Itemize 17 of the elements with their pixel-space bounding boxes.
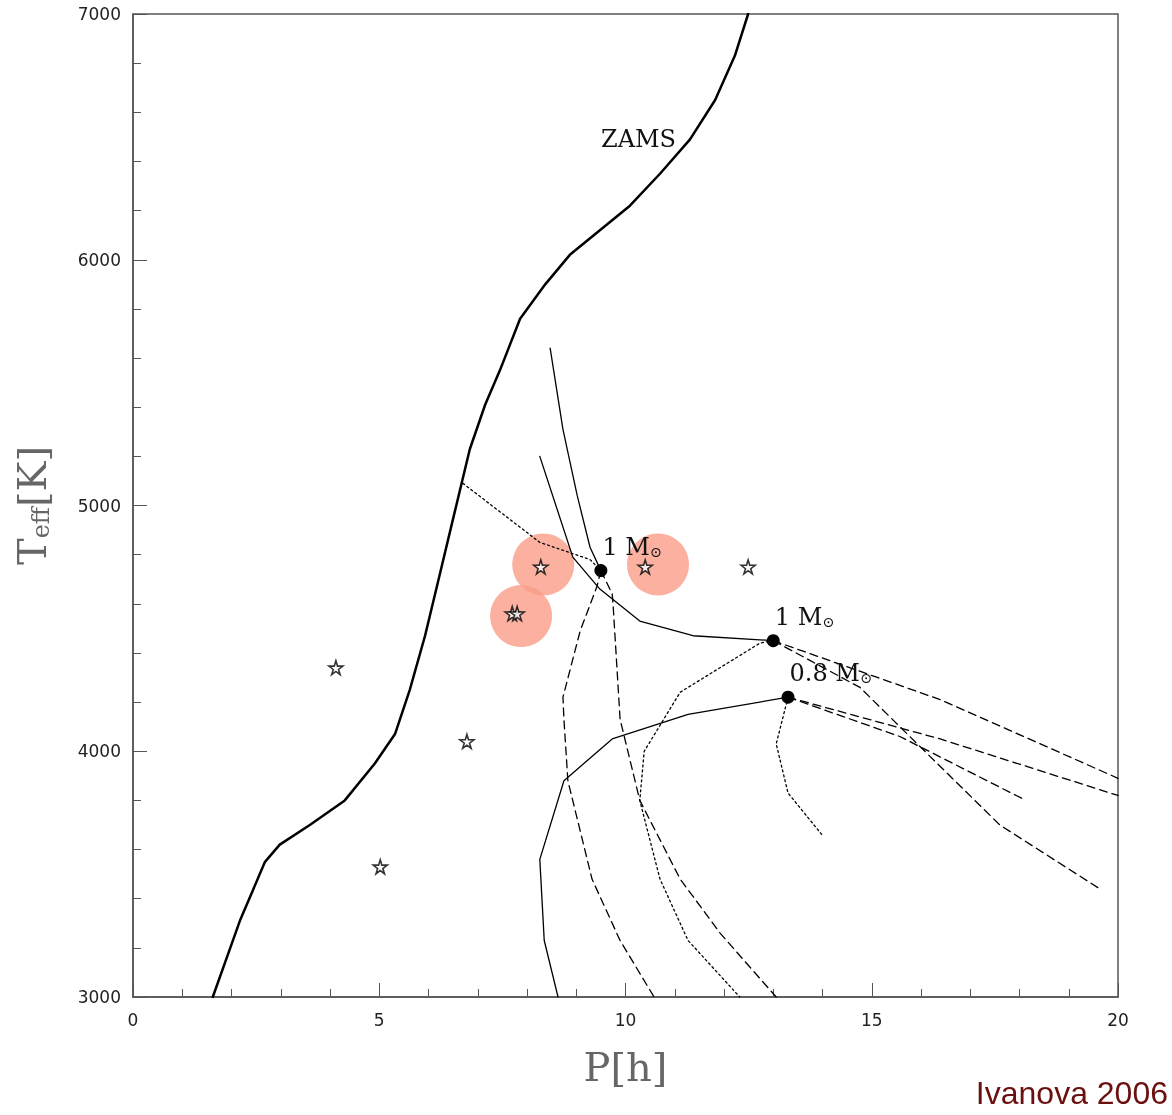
x-tick-label: 20 (1107, 1009, 1129, 1030)
y-axis-title: Teff[K] (9, 445, 55, 566)
series-label: 1 M⊙ (774, 602, 835, 631)
x-tick-label: 0 (127, 1009, 139, 1030)
y-tick-label: 7000 (77, 4, 121, 24)
y-tick-label: 5000 (77, 495, 121, 516)
y-tick-label: 4000 (77, 741, 121, 762)
text: Ivanova 2006 (975, 1075, 1168, 1111)
x-tick-label: 5 (373, 1009, 385, 1030)
x-tick-label: 10 (614, 1009, 637, 1030)
series-label: ZAMS (600, 125, 677, 154)
series-label: 1 M⊙ (602, 532, 662, 561)
x-axis-title: P[h] (583, 1044, 668, 1090)
y-tick-label: 3000 (77, 987, 121, 1007)
x-tick-label: 15 (860, 1009, 883, 1030)
y-tick-label: 6000 (77, 249, 121, 270)
series-label: 0.8 M⊙ (789, 659, 872, 688)
